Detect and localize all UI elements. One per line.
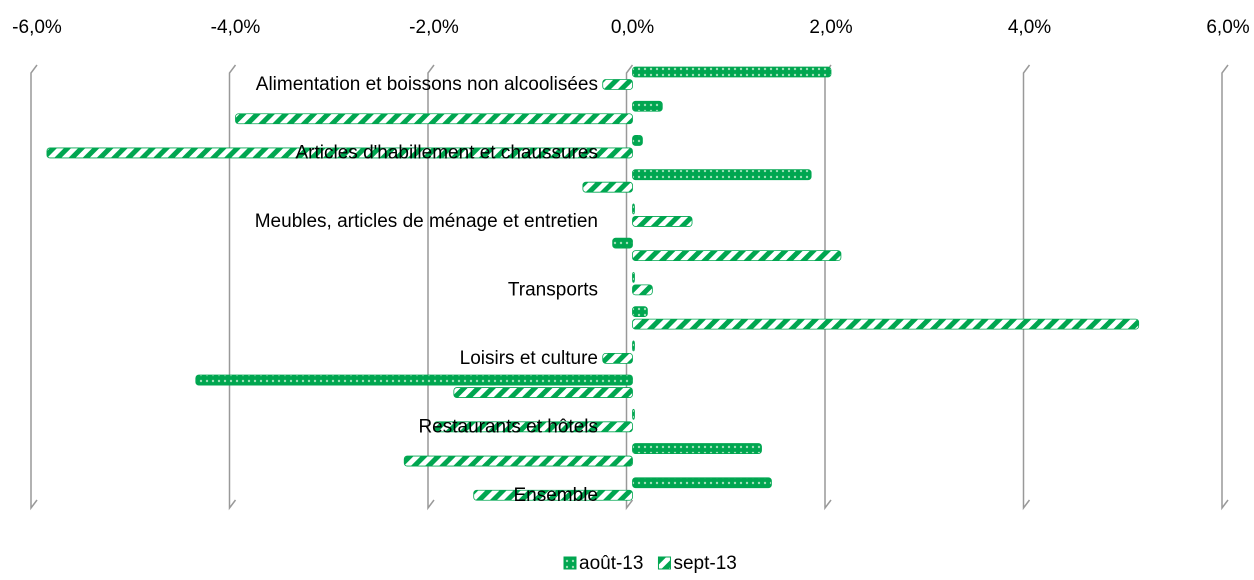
grid-line: [1022, 64, 1031, 511]
bar: [632, 169, 812, 181]
y-tick-label: Meubles, articles de ménage et entretien: [255, 211, 598, 232]
x-tick-label: -4,0%: [211, 17, 261, 38]
bar: [612, 237, 633, 249]
x-tick-label: -6,0%: [12, 17, 62, 38]
bar: [632, 135, 643, 146]
bar: [195, 374, 633, 386]
bar: [602, 352, 633, 364]
bar: [632, 306, 648, 318]
y-tick-label: Articles d'habillement et chaussures: [296, 142, 599, 163]
x-tick-label: 4,0%: [1008, 17, 1051, 38]
grid-line: [30, 64, 38, 511]
grid-line: [1221, 64, 1229, 511]
bar: [632, 250, 842, 262]
bar: [632, 477, 772, 489]
legend-swatch: [657, 556, 671, 570]
x-tick-label: 2,0%: [809, 17, 852, 38]
bar: [235, 113, 633, 125]
legend-label: août-13: [579, 553, 643, 574]
x-tick-label: 0,0%: [611, 17, 654, 38]
bar: [632, 318, 1140, 330]
bar: [582, 181, 633, 193]
y-tick-label: Loisirs et culture: [460, 348, 598, 369]
grid-line: [824, 64, 832, 511]
bar: [632, 340, 635, 352]
bar: [473, 489, 633, 501]
x-tick-label: 6,0%: [1206, 17, 1249, 38]
y-tick-label: Ensemble: [514, 485, 599, 506]
bar: [632, 443, 762, 454]
grid-line: [228, 64, 237, 511]
bar: [632, 203, 635, 215]
bar: [632, 271, 635, 283]
bar: [632, 284, 653, 296]
bar: [602, 79, 633, 90]
bar: [403, 455, 633, 467]
bar: [433, 421, 633, 433]
bar: [453, 387, 633, 398]
legend-label: sept-13: [673, 553, 736, 574]
bar: [632, 408, 635, 420]
grid-line: [625, 64, 634, 511]
grid-line: [427, 64, 435, 511]
y-tick-label: Restaurants et hôtels: [418, 416, 598, 437]
bar: [632, 216, 693, 227]
y-tick-label: Alimentation et boissons non alcoolisées: [256, 74, 598, 95]
legend-swatch: [563, 556, 577, 570]
bar: [46, 147, 633, 159]
bar: [632, 66, 832, 78]
y-tick-label: Transports: [508, 279, 598, 300]
bar: [632, 100, 663, 112]
x-tick-label: -2,0%: [409, 17, 459, 38]
